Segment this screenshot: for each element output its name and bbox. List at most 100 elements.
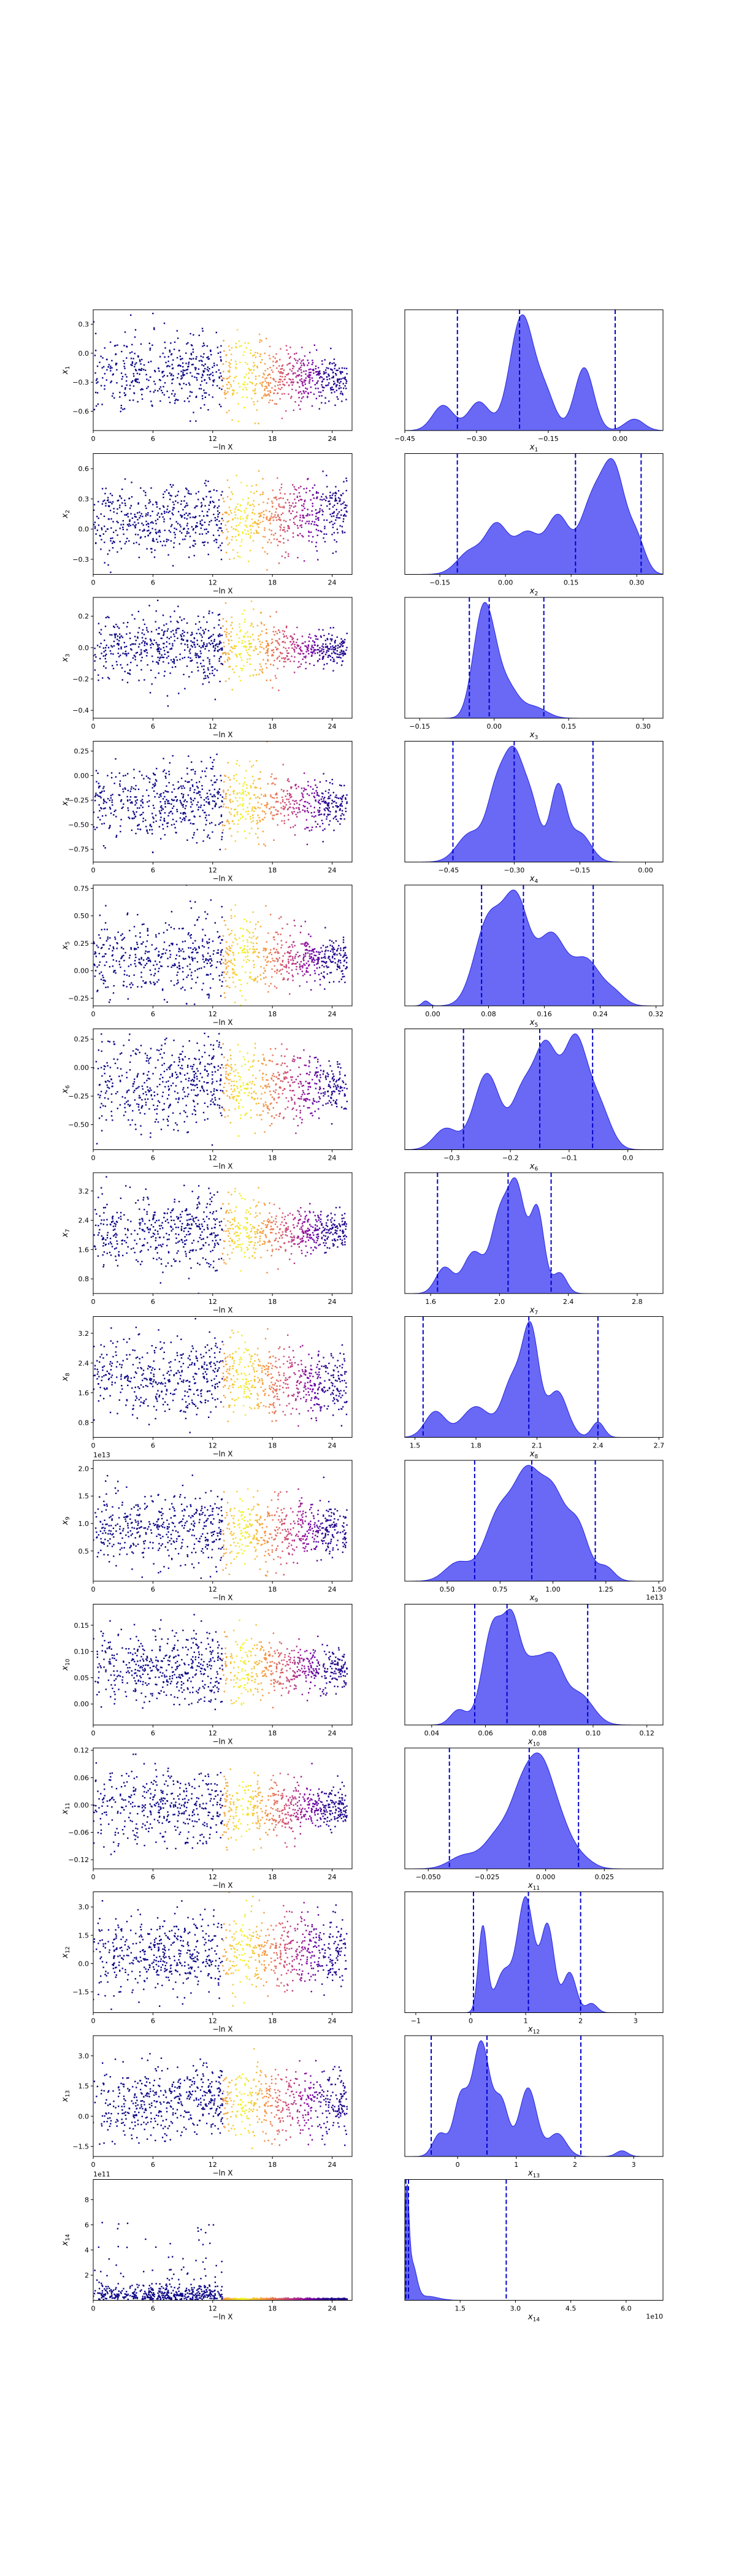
scatter-point <box>158 796 160 798</box>
scatter-point <box>197 655 199 657</box>
scatter-point <box>343 642 345 644</box>
scatter-point <box>161 989 164 991</box>
scatter-point <box>94 332 97 334</box>
scatter-point <box>334 492 336 494</box>
scatter-point <box>302 965 304 967</box>
scatter-point <box>150 644 151 646</box>
scatter-point <box>153 975 155 976</box>
scatter-point <box>105 940 108 942</box>
scatter-point <box>220 950 222 952</box>
scatter-point <box>244 972 247 973</box>
scatter-point <box>294 945 296 947</box>
scatter-point <box>128 965 129 967</box>
scatter-point <box>197 373 200 375</box>
scatter-point <box>201 761 202 762</box>
scatter-point <box>162 828 164 830</box>
scatter-point <box>288 972 290 974</box>
scatter-point <box>234 517 236 519</box>
scatter-point <box>299 955 301 957</box>
scatter-point <box>276 367 278 369</box>
scatter-points <box>93 885 348 1006</box>
scatter-point <box>236 665 237 667</box>
scatter-point <box>140 651 142 653</box>
scatter-point <box>98 674 99 676</box>
scatter-point <box>98 441 99 442</box>
scatter-point <box>172 378 174 380</box>
scatter-point <box>300 648 302 651</box>
scatter-point <box>301 375 302 377</box>
scatter-point <box>327 797 329 800</box>
scatter-point <box>322 829 324 831</box>
scatter-point <box>200 646 202 649</box>
scatter-point <box>212 645 215 647</box>
scatter-point <box>332 951 334 953</box>
scatter-point <box>312 948 313 951</box>
scatter-point <box>305 491 307 494</box>
scatter-point <box>292 378 294 380</box>
scatter-point <box>242 518 244 519</box>
scatter-point <box>182 804 183 807</box>
scatter-point <box>326 378 328 381</box>
scatter-point <box>199 650 201 652</box>
scatter-point <box>302 809 304 811</box>
scatter-point <box>242 785 244 787</box>
scatter-point <box>334 948 335 950</box>
scatter-point <box>239 545 241 547</box>
scatter-point <box>193 545 195 547</box>
scatter-point <box>182 657 183 659</box>
scatter-point <box>344 385 346 387</box>
scatter-point <box>322 389 324 391</box>
scatter-point <box>123 392 125 394</box>
scatter-point <box>214 805 216 807</box>
scatter-point <box>173 546 175 548</box>
scatter-point <box>207 511 209 513</box>
scatter-point <box>145 655 148 657</box>
scatter-point <box>237 805 239 807</box>
scatter-point <box>331 521 332 523</box>
scatter-point <box>141 799 144 800</box>
scatter-point <box>202 672 205 674</box>
scatter-point <box>301 372 302 374</box>
scatter-point <box>114 970 116 972</box>
scatter-point <box>264 948 266 950</box>
scatter-point <box>311 364 313 366</box>
scatter-point <box>250 600 253 602</box>
scatter-point <box>186 640 188 642</box>
scatter-point <box>321 950 323 953</box>
scatter-point <box>264 845 266 847</box>
scatter-point <box>340 954 342 956</box>
scatter-point <box>274 970 276 973</box>
scatter-point <box>310 649 313 651</box>
scatter-point <box>319 508 321 510</box>
scatter-point <box>124 499 126 501</box>
scatter-point <box>326 505 328 507</box>
scatter-point <box>293 641 295 643</box>
scatter-point <box>306 646 308 648</box>
scatter-point <box>301 526 302 528</box>
scatter-point <box>172 565 174 567</box>
scatter-point <box>166 623 167 625</box>
scatter-point <box>282 380 283 383</box>
scatter-point <box>337 381 339 383</box>
scatter-point <box>250 636 251 638</box>
scatter-point <box>275 677 277 679</box>
scatter-point <box>151 642 153 645</box>
scatter-point <box>134 813 136 816</box>
scatter-point <box>124 653 126 655</box>
scatter-point <box>318 512 320 513</box>
scatter-point <box>324 797 326 799</box>
scatter-point <box>223 781 225 783</box>
scatter-point <box>258 673 260 675</box>
scatter-point <box>172 813 174 815</box>
scatter-point <box>138 824 140 826</box>
scatter-point <box>226 962 228 964</box>
scatter-point <box>334 958 335 960</box>
scatter-point <box>342 493 344 494</box>
scatter-point <box>196 968 199 970</box>
scatter-point <box>190 344 193 346</box>
scatter-point <box>169 945 171 946</box>
scatter-point <box>189 513 191 515</box>
scatter-point <box>310 523 312 525</box>
scatter-point <box>277 951 278 953</box>
y-axis-label: x4 <box>61 797 71 807</box>
